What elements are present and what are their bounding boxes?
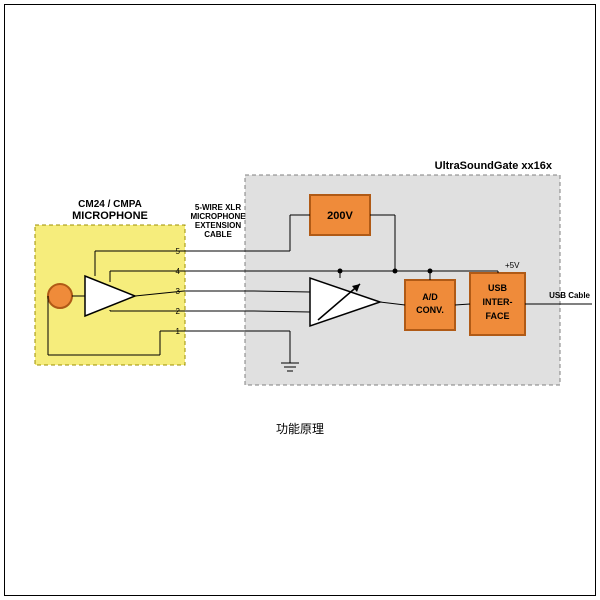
usb-cable-label: USB Cable: [549, 291, 590, 300]
mic-capsule-icon: [48, 284, 72, 308]
usg-title: UltraSoundGate xx16x: [435, 160, 553, 172]
svg-text:FACE: FACE: [485, 311, 509, 321]
label-5v: +5V: [505, 261, 520, 270]
diagram-svg: CM24 / CMPAMICROPHONEUltraSoundGate xx16…: [0, 0, 600, 600]
caption: 功能原理: [0, 420, 600, 437]
cable-label: EXTENSION: [195, 221, 241, 230]
mic-title-2: MICROPHONE: [72, 210, 148, 222]
svg-text:A/D: A/D: [422, 292, 438, 302]
cable-label: MICROPHONE: [190, 212, 246, 221]
svg-text:CONV.: CONV.: [416, 305, 444, 315]
svg-text:USB: USB: [488, 283, 508, 293]
svg-text:INTER-: INTER-: [483, 297, 513, 307]
cable-label: CABLE: [204, 230, 232, 239]
mic-title-1: CM24 / CMPA: [78, 199, 142, 210]
cable-label: 5-WIRE XLR: [195, 203, 241, 212]
svg-text:200V: 200V: [327, 210, 353, 222]
